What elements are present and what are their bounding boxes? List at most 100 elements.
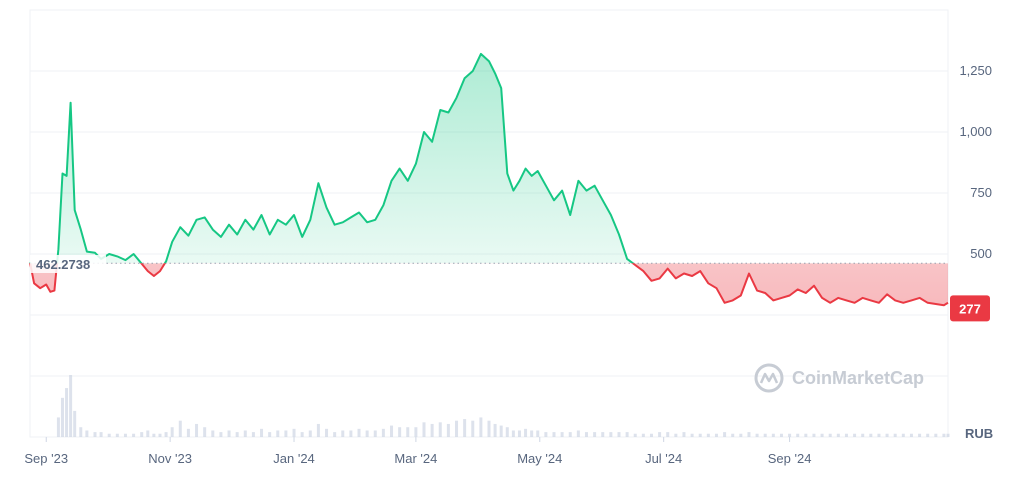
x-axis: Sep '23 Nov '23 Jan '24 Mar '24 May '24 Jul '… [24,437,811,466]
volume-bar [755,433,759,437]
baseline-label-bg [30,255,106,273]
volume-bar [511,430,515,437]
volume-bar [308,430,312,437]
volume-bar [146,430,150,437]
volume-bar [99,432,103,437]
area-below-baseline [30,263,948,306]
volume-bar [877,433,881,437]
volume-bar [946,433,950,437]
y-axis: 500 750 1,000 1,250 [959,63,992,261]
volume-bar [446,423,450,437]
volume-bar [796,433,800,437]
volume-bar [170,427,174,437]
volume-bar [544,432,548,437]
x-tick-label: Nov '23 [148,451,192,466]
volume-bar [885,433,889,437]
volume-bar [493,423,497,437]
volume-bar [499,425,503,437]
volume-bar [649,433,653,437]
baseline-label: 462.2738 [36,257,90,272]
volume-bar [243,430,247,437]
volume-bar [918,433,922,437]
volume-bar [381,428,385,437]
volume-bar [788,433,792,437]
volume-bar [227,430,231,437]
volume-bar [723,432,727,437]
x-tick-label: Jan '24 [273,451,315,466]
volume-bar [333,432,337,437]
volume-bar [530,430,534,437]
volume-bar [584,432,588,437]
volume-bar [779,433,783,437]
price-line-below [29,263,949,307]
volume-bar [853,433,857,437]
volume-bar [93,432,97,437]
volume-bar [536,430,540,437]
volume-bar [115,433,119,437]
watermark-text: CoinMarketCap [792,368,924,388]
volume-bar [601,432,605,437]
volume-bar [79,427,83,437]
volume-bar [178,420,182,437]
volume-bar [633,433,637,437]
volume-bar [284,430,288,437]
volume-bar [85,430,89,437]
volume-bar [251,432,255,437]
volume-bar [739,433,743,437]
volume-bar [593,432,597,437]
volume-bar [901,433,905,437]
volume-bar [414,427,418,437]
coinmarketcap-logo-icon [754,363,784,393]
volume-bar [132,433,136,437]
volume-bar [674,433,678,437]
volume-bar [617,432,621,437]
volume-bar [430,423,434,437]
volume-bar [836,433,840,437]
volume-bar [658,432,662,437]
volume-bar [698,433,702,437]
volume-bar [73,410,77,437]
volume-bar [747,432,751,437]
current-price-badge: 277 [950,295,990,322]
volume-bar [893,433,897,437]
volume-bar [771,433,775,437]
volume-bar [56,417,60,437]
volume-bar [357,428,361,437]
volume-bar [203,427,207,437]
baseline-label-group: 462.2738 [30,255,106,273]
volume-bar [641,433,645,437]
volume-bar [804,433,808,437]
volume-bar [164,432,168,437]
volume-bar [560,432,564,437]
volume-bar [140,432,144,437]
volume-bar [341,430,345,437]
volume-bar [568,432,572,437]
x-tick-label: Mar '24 [394,451,437,466]
volume-bar [666,432,670,437]
volume-bar [690,433,694,437]
volume-bar [260,428,264,437]
volume-bar [517,430,521,437]
x-tick-label: Sep '24 [768,451,812,466]
y-tick-label: 500 [970,246,992,261]
volume-bar [731,433,735,437]
currency-label: RUB [965,426,993,441]
volume-bar [926,433,930,437]
volume-bar [390,425,394,437]
volume-bar [844,433,848,437]
y-tick-label: 750 [970,185,992,200]
volume-bar [455,420,459,437]
price-area [30,53,948,306]
volume-bar [300,432,304,437]
price-line-above [29,52,635,264]
volume-bar [60,397,64,437]
volume-bar [505,427,509,437]
volume-bar [316,423,320,437]
volume-bar [942,433,946,437]
volume-bar [479,417,483,437]
volume-bar [325,428,329,437]
volume-bar [625,432,629,437]
current-price-value: 277 [959,301,981,316]
volume-bar [714,433,718,437]
